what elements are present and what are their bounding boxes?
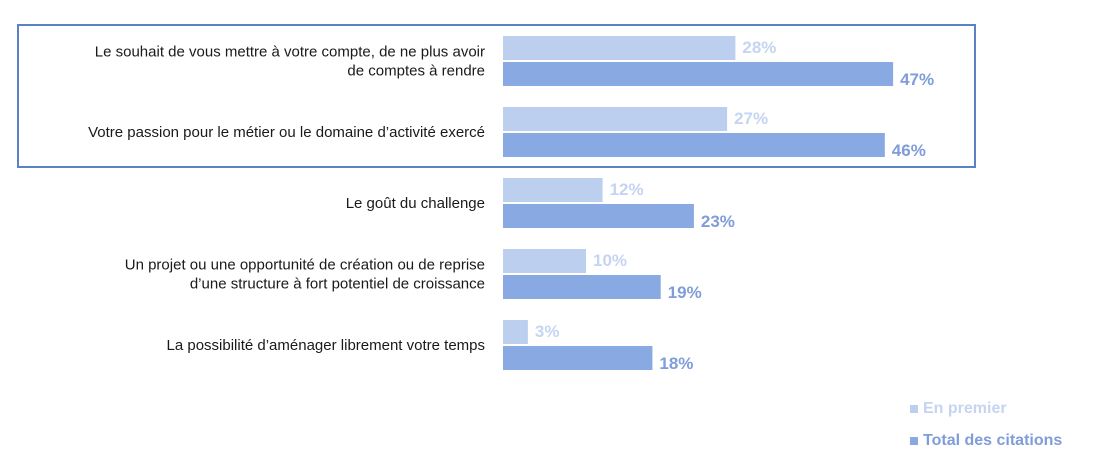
data-label-total: 46% [892, 141, 926, 160]
data-label-first: 3% [535, 322, 560, 341]
data-label-first: 28% [742, 38, 776, 57]
category-label: Votre passion pour le métier ou le domai… [88, 124, 485, 141]
category-label: Le goût du challenge [346, 195, 485, 212]
bar-total [503, 133, 885, 157]
category-label: Le souhait de vous mettre à votre compte… [95, 44, 485, 61]
data-label-total: 18% [659, 354, 693, 373]
bar-first [503, 249, 586, 273]
bar-first [503, 107, 728, 131]
legend-swatch-first [910, 405, 918, 413]
category-label: Un projet ou une opportunité de création… [125, 257, 485, 274]
bar-total [503, 204, 694, 228]
category-label: de comptes à rendre [347, 63, 485, 80]
bar-total [503, 275, 661, 299]
bar-first [503, 178, 603, 202]
legend-label-first: En premier [923, 400, 1007, 417]
legend-item-first: En premier [910, 393, 1080, 425]
legend: En premier Total des citations [910, 393, 1080, 457]
bar-first [503, 320, 528, 344]
legend-item-total: Total des citations [910, 425, 1080, 457]
highlight-box [17, 24, 976, 168]
data-label-total: 47% [900, 70, 934, 89]
data-label-first: 12% [610, 180, 644, 199]
bar-first [503, 36, 736, 60]
bar-total [503, 62, 894, 86]
legend-swatch-total [910, 437, 918, 445]
bar-total [503, 346, 653, 370]
data-label-total: 19% [668, 283, 702, 302]
legend-label-total: Total des citations [923, 432, 1063, 449]
category-label: d’une structure à fort potentiel de croi… [190, 276, 485, 293]
data-label-first: 10% [593, 251, 627, 270]
data-label-first: 27% [734, 109, 768, 128]
category-label: La possibilité d’aménager librement votr… [167, 337, 486, 354]
data-label-total: 23% [701, 212, 735, 231]
